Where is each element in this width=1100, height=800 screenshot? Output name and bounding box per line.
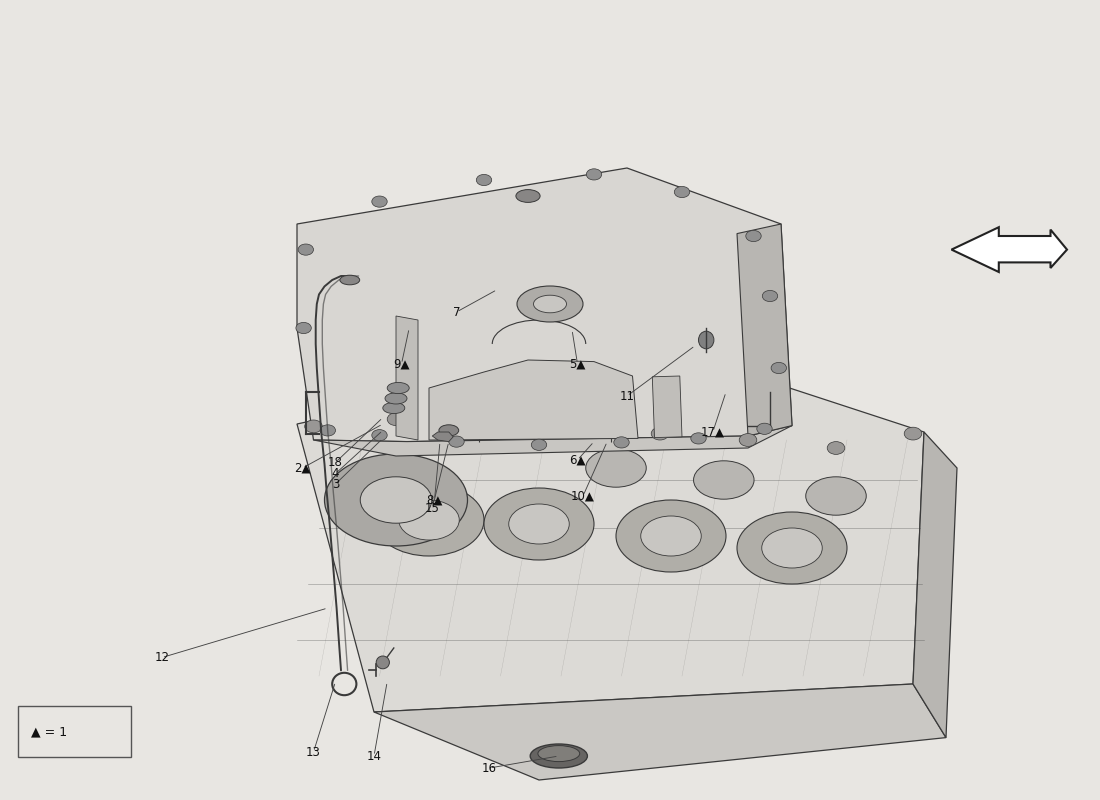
Ellipse shape (508, 504, 570, 544)
Text: 10▲: 10▲ (571, 490, 595, 502)
Text: ▲ = 1: ▲ = 1 (31, 726, 67, 738)
Polygon shape (913, 432, 957, 738)
Circle shape (372, 430, 387, 441)
Circle shape (614, 437, 629, 448)
Circle shape (305, 420, 322, 433)
Text: 7: 7 (453, 306, 460, 318)
Ellipse shape (516, 190, 540, 202)
Circle shape (674, 186, 690, 198)
Ellipse shape (439, 425, 459, 436)
Text: 8▲: 8▲ (427, 494, 442, 506)
Circle shape (762, 290, 778, 302)
Ellipse shape (761, 528, 823, 568)
Polygon shape (432, 432, 453, 442)
Text: 17▲: 17▲ (701, 426, 725, 438)
Ellipse shape (698, 331, 714, 349)
FancyBboxPatch shape (18, 706, 131, 757)
Text: 13: 13 (306, 746, 321, 758)
Circle shape (476, 174, 492, 186)
Ellipse shape (374, 484, 484, 556)
Circle shape (771, 362, 786, 374)
Ellipse shape (534, 295, 566, 313)
Polygon shape (297, 346, 924, 712)
Ellipse shape (585, 449, 647, 487)
Text: 6▲: 6▲ (570, 454, 585, 466)
Ellipse shape (383, 402, 405, 414)
Text: 9▲: 9▲ (394, 358, 409, 370)
Text: 2▲: 2▲ (295, 462, 310, 474)
Ellipse shape (340, 275, 360, 285)
Text: 15: 15 (425, 502, 440, 514)
Circle shape (531, 439, 547, 450)
Text: 4: 4 (332, 467, 339, 480)
Ellipse shape (640, 516, 702, 556)
Ellipse shape (694, 461, 755, 499)
Circle shape (563, 423, 581, 436)
Ellipse shape (484, 488, 594, 560)
Polygon shape (396, 316, 418, 440)
Circle shape (586, 169, 602, 180)
Circle shape (746, 230, 761, 242)
Text: 16: 16 (482, 762, 497, 774)
Circle shape (296, 322, 311, 334)
Circle shape (298, 244, 314, 255)
Circle shape (372, 196, 387, 207)
Ellipse shape (361, 477, 431, 523)
Ellipse shape (387, 382, 409, 394)
Circle shape (651, 427, 669, 440)
Ellipse shape (517, 286, 583, 322)
Text: 18: 18 (328, 456, 343, 469)
Text: 14: 14 (366, 750, 382, 762)
Ellipse shape (616, 500, 726, 572)
Ellipse shape (530, 744, 587, 768)
Text: 3: 3 (332, 478, 339, 490)
Ellipse shape (737, 512, 847, 584)
Circle shape (691, 433, 706, 444)
Ellipse shape (805, 477, 867, 515)
Polygon shape (737, 224, 792, 436)
Circle shape (827, 442, 845, 454)
Ellipse shape (398, 500, 460, 540)
Text: 11: 11 (619, 390, 635, 402)
Circle shape (387, 413, 405, 426)
Circle shape (739, 434, 757, 446)
Polygon shape (652, 376, 682, 438)
Text: 5▲: 5▲ (570, 358, 585, 370)
Ellipse shape (385, 393, 407, 404)
Polygon shape (314, 426, 792, 456)
Circle shape (475, 419, 493, 432)
Polygon shape (374, 684, 946, 780)
Circle shape (904, 427, 922, 440)
Ellipse shape (376, 656, 389, 669)
Polygon shape (952, 227, 1067, 272)
Circle shape (757, 423, 772, 434)
Polygon shape (429, 360, 638, 440)
Ellipse shape (538, 746, 580, 762)
Ellipse shape (324, 454, 468, 546)
Circle shape (449, 436, 464, 447)
Text: 12: 12 (154, 651, 169, 664)
Polygon shape (297, 168, 792, 442)
Circle shape (320, 425, 336, 436)
